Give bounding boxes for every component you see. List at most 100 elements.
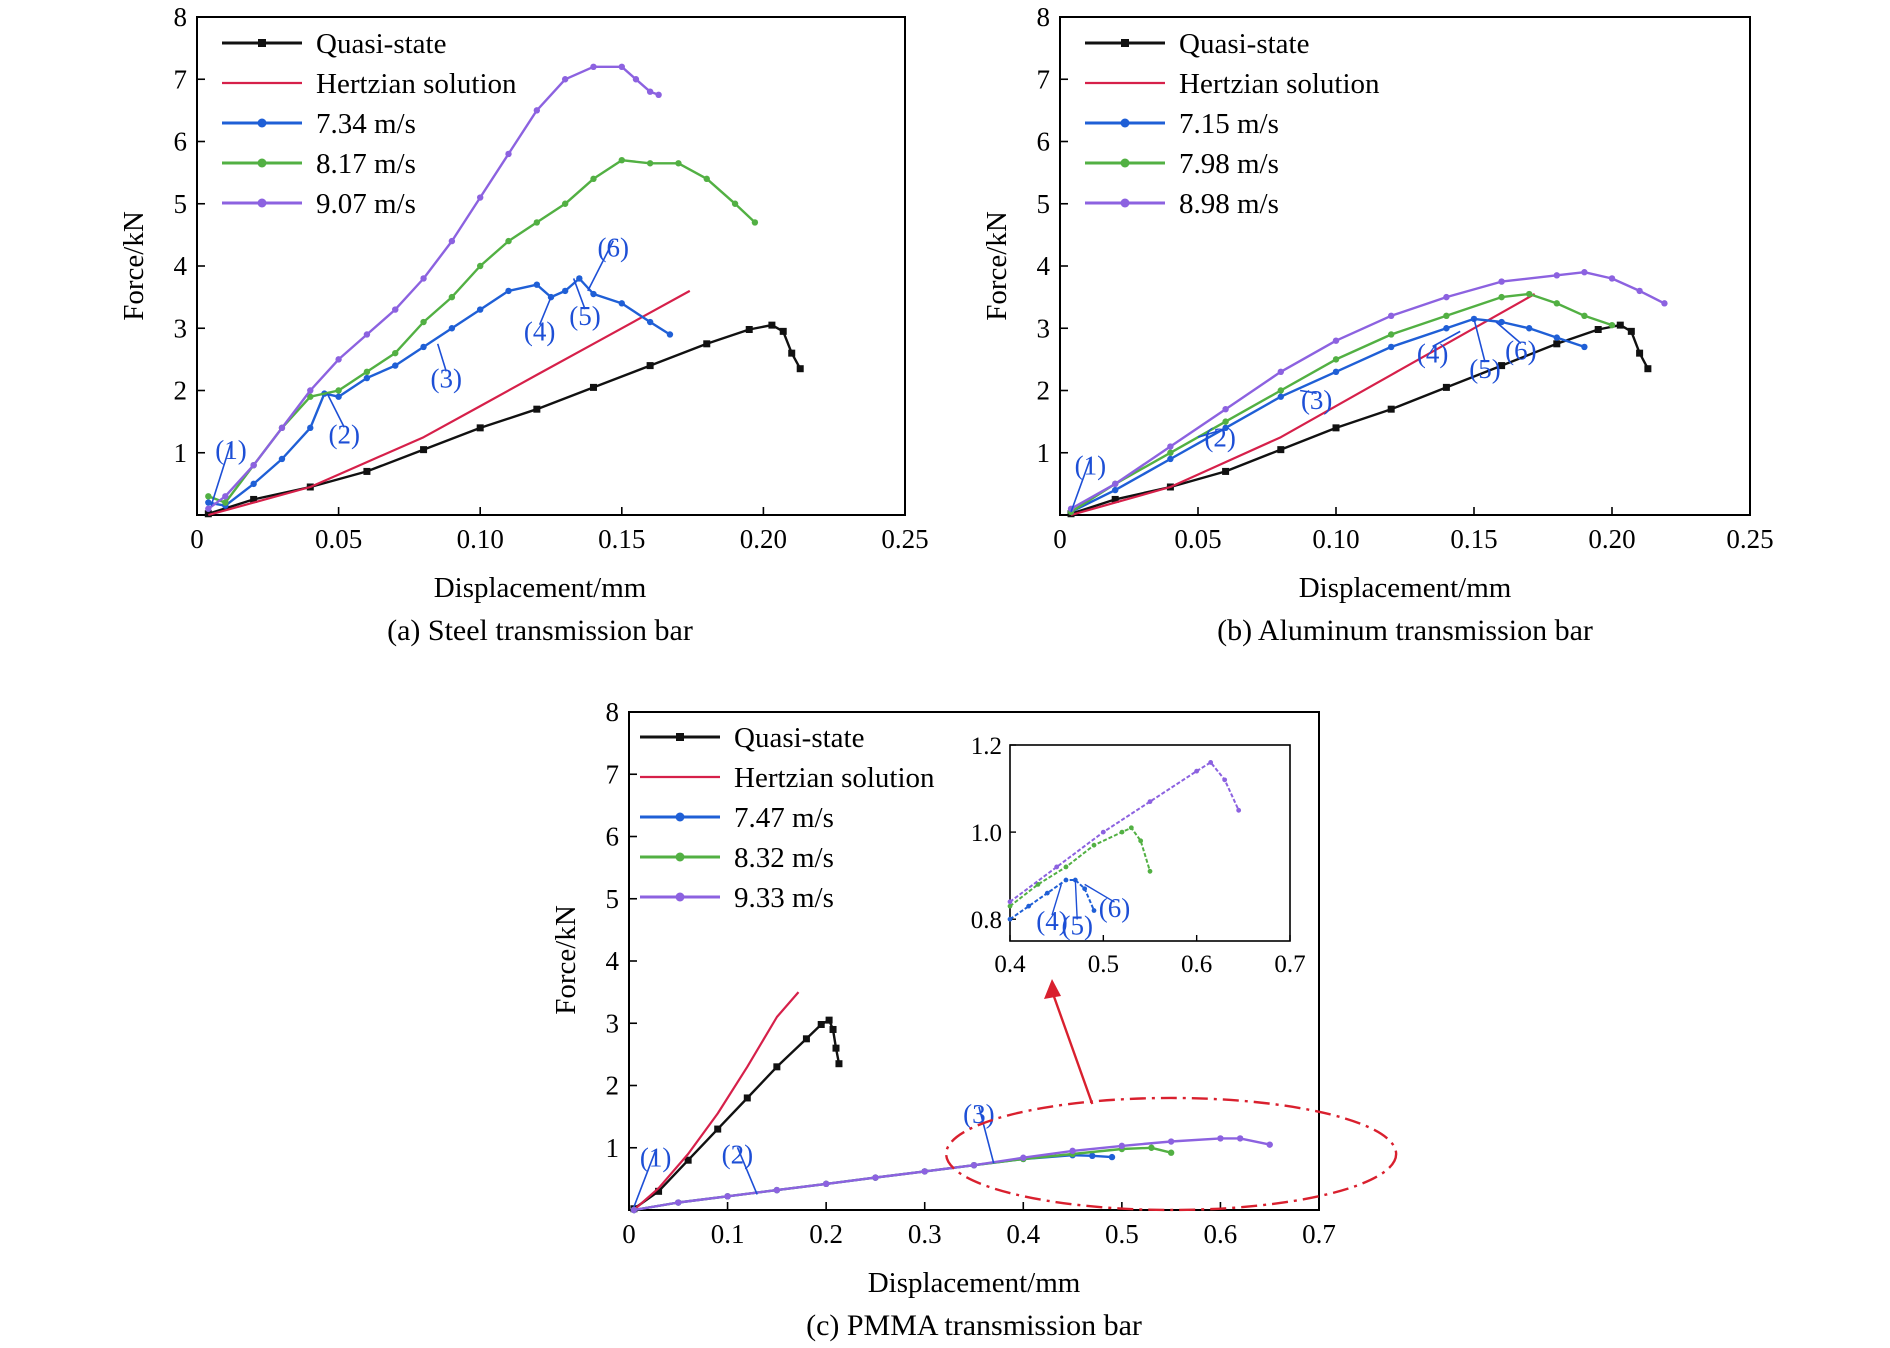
data-point-purple	[533, 107, 541, 114]
data-point-blue	[335, 393, 342, 400]
data-point-purple	[1217, 1135, 1224, 1142]
series-line-quasi	[1070, 323, 1649, 515]
data-point-purple	[921, 1168, 928, 1175]
data-point-purple	[675, 1199, 682, 1206]
data-point-blue	[561, 287, 569, 295]
data-point-blue	[1443, 325, 1450, 332]
legend-label: 8.17 m/s	[316, 148, 416, 180]
annotation-leader	[572, 278, 586, 310]
data-point-purple	[822, 1180, 830, 1188]
data-point-quasi	[363, 467, 371, 475]
data-point-green	[731, 200, 739, 207]
inset-annotation-label: (4)	[1036, 906, 1067, 936]
x-tick-label: 0	[190, 524, 204, 554]
series-line-hertz	[1070, 293, 1536, 517]
data-point-purple	[1277, 368, 1285, 376]
inset-data-point-blue	[1026, 903, 1032, 909]
data-point-purple	[632, 76, 640, 83]
y-tick-label: 7	[1037, 64, 1051, 94]
data-point-quasi	[1553, 340, 1561, 348]
inset-data-point-purple	[1222, 777, 1228, 783]
data-point-green	[675, 160, 682, 167]
data-point-blue	[1553, 334, 1561, 341]
data-point-quasi	[1332, 424, 1340, 432]
x-tick-label: 0.20	[1588, 524, 1635, 554]
data-point-green	[1526, 290, 1533, 298]
annotation-leader	[1495, 321, 1522, 344]
annotation-leader	[1473, 318, 1486, 363]
data-point-green	[1553, 300, 1561, 307]
data-point-purple	[1581, 269, 1588, 276]
y-tick-label: 5	[174, 189, 188, 219]
data-point-purple	[1661, 300, 1668, 307]
annotation-label: (2)	[1204, 423, 1235, 453]
data-point-quasi	[832, 1044, 840, 1052]
panel-c: 0 0.1 0.2 0.3 0.4 0.5 0.6 0.7 1 2 3 4 5 6 7 8 Displaceme…	[550, 697, 1398, 1342]
data-point-purple	[363, 331, 371, 338]
data-point-quasi	[1644, 365, 1652, 373]
data-point-purple	[970, 1161, 978, 1169]
inset-y-tick-label: 1.2	[971, 733, 1002, 760]
y-tick-label: 3	[1037, 313, 1051, 343]
data-point-blue	[278, 455, 286, 463]
panel-b: 0 0.05 0.10 0.15 0.20 0.25 1 2 3 4 5 6 7 8 Displacemen…	[981, 2, 1774, 647]
x-tick-label: 0.25	[881, 524, 928, 554]
inset-x-tick-label: 0.7	[1274, 951, 1305, 978]
annotation-leader	[587, 240, 615, 292]
data-point-green	[1498, 293, 1505, 301]
inset-frame	[1009, 744, 1291, 942]
inset-annotation-leader	[1051, 884, 1063, 916]
data-point-quasi	[788, 349, 796, 357]
data-point-purple	[307, 387, 314, 394]
data-point-green	[1167, 1149, 1175, 1156]
data-point-blue	[1089, 1152, 1096, 1160]
x-tick-label: 0	[622, 1219, 636, 1249]
data-point-quasi	[1442, 383, 1450, 391]
data-point-quasi	[589, 383, 597, 391]
inset-data-point-purple	[1147, 799, 1153, 805]
y-tick-label: 7	[174, 64, 188, 94]
inset-y-tick-label: 1.0	[971, 820, 1002, 847]
data-point-blue	[1277, 393, 1285, 400]
legend-label: Hertzian solution	[1179, 68, 1380, 100]
data-point-blue	[205, 499, 212, 506]
data-point-quasi	[796, 365, 804, 373]
x-axis-label: Displacement/mm	[434, 572, 647, 604]
legend-label: 9.07 m/s	[316, 188, 416, 220]
data-point-green	[646, 160, 654, 167]
data-point-quasi	[743, 1094, 751, 1102]
data-point-quasi	[1111, 495, 1119, 503]
inset-data-point-green	[1091, 842, 1097, 848]
series-line-blue	[633, 1153, 1113, 1212]
x-tick-label: 0	[1053, 524, 1067, 554]
legend-label: Quasi-state	[316, 28, 446, 60]
legend-label: Quasi-state	[734, 722, 864, 754]
y-tick-label: 8	[606, 697, 620, 727]
legend-marker-purple	[675, 892, 685, 902]
data-point-blue	[505, 287, 512, 295]
panel-caption: (a) Steel transmission bar	[387, 614, 693, 647]
inset-data-point-blue	[1044, 890, 1050, 896]
legend-label: 9.33 m/s	[734, 882, 834, 914]
inset-annotation-label: (6)	[1099, 893, 1130, 923]
legend-label: 7.47 m/s	[734, 802, 834, 834]
data-point-purple	[1553, 272, 1561, 279]
x-tick-label: 0.7	[1302, 1219, 1336, 1249]
data-point-quasi	[835, 1060, 843, 1068]
data-point-quasi	[476, 424, 484, 432]
data-point-green	[448, 293, 456, 301]
annotation-label: (1)	[1075, 451, 1106, 481]
inset-data-point-green	[1007, 903, 1013, 909]
annotation-leader	[736, 1147, 758, 1195]
data-point-green	[751, 219, 759, 226]
data-point-blue	[250, 480, 257, 488]
plot-frame	[1059, 16, 1751, 516]
data-point-quasi	[825, 1016, 833, 1024]
inset-data-point-purple	[1100, 829, 1106, 835]
data-point-quasi	[1387, 405, 1395, 413]
data-point-green	[1608, 321, 1616, 329]
data-point-quasi	[1277, 446, 1285, 454]
x-tick-label: 0.10	[1312, 524, 1359, 554]
plot-frame	[196, 16, 906, 516]
inset-annotation-leader	[1084, 883, 1115, 903]
